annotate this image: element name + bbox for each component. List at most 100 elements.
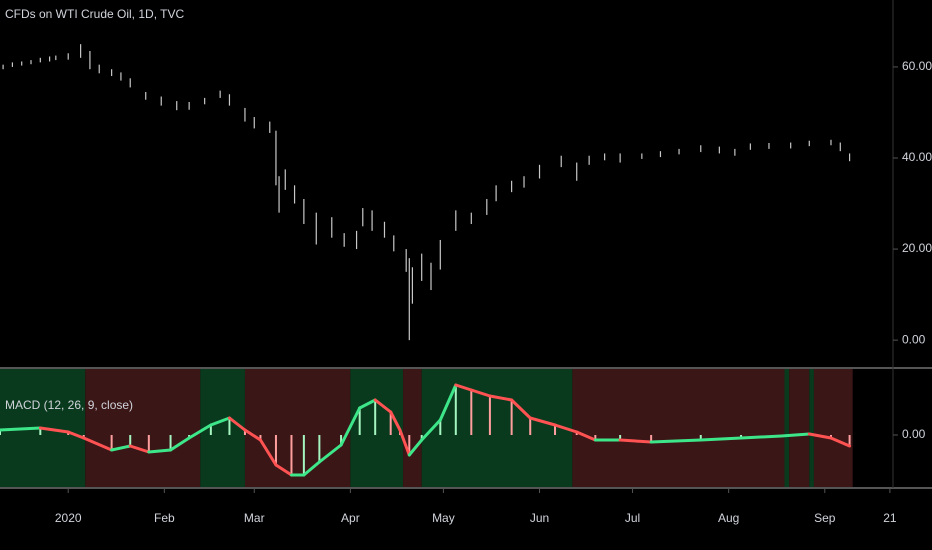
macd-line-segment	[274, 463, 293, 477]
background-band	[350, 369, 404, 487]
x-tick-label: 21	[883, 511, 897, 525]
histogram-bar	[290, 435, 293, 475]
macd-line-segment	[438, 383, 458, 422]
background-band	[784, 369, 790, 487]
histogram-bar	[243, 430, 246, 435]
histogram-bar	[470, 390, 473, 435]
x-tick-label: Jul	[625, 511, 640, 525]
macd-line-segment	[128, 444, 151, 454]
x-tick-label: Apr	[341, 511, 360, 525]
histogram-bar	[374, 400, 377, 435]
macd-line-segment	[528, 416, 557, 427]
macd-line-segment	[339, 406, 362, 447]
macd-line-segment	[66, 430, 86, 440]
macd-line-segment	[575, 430, 597, 442]
x-tick-label: Feb	[154, 511, 175, 525]
macd-line-segment	[420, 418, 442, 442]
macd-line-segment	[258, 438, 278, 467]
histogram-bar	[318, 435, 321, 462]
histogram-bar	[129, 435, 132, 446]
histogram-bar	[389, 412, 392, 435]
y-tick-label: 0.00	[902, 427, 926, 441]
histogram-bar	[510, 400, 513, 435]
indicator-title: MACD (12, 26, 9, close)	[5, 398, 133, 412]
y-tick-label: 20.00	[902, 241, 932, 255]
macd-line-segment	[699, 436, 743, 442]
macd-line-segment	[302, 460, 321, 477]
histogram-bar	[529, 418, 532, 435]
histogram-bar	[228, 418, 231, 435]
macd-line-segment	[317, 443, 343, 464]
macd-line-segment	[553, 423, 579, 434]
histogram-bar	[0, 430, 1, 435]
macd-line-segment	[147, 448, 173, 454]
x-tick-label: Sep	[814, 511, 836, 525]
histogram-bar	[274, 435, 277, 465]
macd-line-segment	[779, 432, 811, 438]
macd-line-segment	[227, 416, 247, 432]
background-band	[85, 369, 201, 487]
y-tick-label: 40.00	[902, 150, 932, 164]
macd-line-segment	[0, 426, 42, 432]
macd-line-segment	[618, 438, 653, 444]
x-tick-label: Mar	[244, 511, 265, 525]
macd-line-segment	[510, 398, 532, 420]
histogram-bar	[302, 435, 305, 475]
background-band	[244, 369, 351, 487]
macd-line-segment	[209, 416, 231, 427]
histogram-bar	[594, 435, 597, 440]
histogram-bar	[699, 435, 702, 440]
macd-line-segment	[243, 428, 262, 442]
macd-line-segment	[38, 426, 70, 434]
macd-line-segment	[829, 436, 852, 448]
y-tick-label: 0.00	[902, 332, 926, 346]
histogram-bar	[358, 408, 361, 435]
histogram-bar	[147, 435, 150, 452]
macd-line-segment	[169, 436, 191, 452]
histogram-bar	[848, 435, 851, 446]
plot-layer: 2020 Feb Mar Apr May Jun Jul Aug Sep 21 0.00 20.00 4…	[0, 44, 932, 525]
x-tick-label: Jun	[530, 511, 549, 525]
histogram-bar	[110, 435, 113, 450]
y-tick-label: 60.00	[902, 59, 932, 73]
macd-line-segment	[389, 410, 402, 432]
histogram-bar	[439, 420, 442, 435]
x-tick-label: 2020	[55, 511, 82, 525]
macd-line-segment	[649, 438, 703, 444]
background-band	[809, 369, 814, 487]
macd-line-segment	[82, 436, 114, 452]
macd-line-segment	[110, 444, 132, 452]
background-band	[403, 369, 422, 487]
histogram-bar	[340, 435, 343, 445]
histogram-bar	[209, 425, 212, 435]
histogram-bar	[169, 435, 172, 450]
macd-line-segment	[807, 432, 833, 440]
histogram-bar	[39, 428, 42, 435]
macd-line-segment	[187, 423, 213, 440]
macd-line-segment	[739, 434, 783, 440]
chart-title: CFDs on WTI Crude Oil, 1D, TVC	[5, 7, 184, 21]
background-band	[813, 369, 853, 487]
background-band	[572, 369, 785, 487]
histogram-bar	[408, 435, 411, 455]
histogram-bar	[259, 435, 262, 440]
histogram-bar	[619, 435, 622, 440]
macd-line-segment	[488, 394, 514, 402]
x-tick-label: May	[432, 511, 455, 525]
macd-line-segment	[398, 428, 411, 457]
macd-line-segment	[373, 398, 393, 414]
background-band	[421, 369, 573, 487]
histogram-bar	[420, 435, 423, 440]
histogram-bar	[554, 425, 557, 435]
histogram-bar	[650, 435, 653, 442]
background-band	[789, 369, 810, 487]
histogram-bar	[454, 385, 457, 435]
x-tick-label: Aug	[718, 511, 739, 525]
histogram-bar	[488, 396, 491, 435]
macd-line-segment	[358, 398, 377, 410]
macd-line-segment	[454, 383, 473, 392]
macd-line-segment	[469, 388, 492, 398]
macd-line-segment	[407, 438, 424, 457]
